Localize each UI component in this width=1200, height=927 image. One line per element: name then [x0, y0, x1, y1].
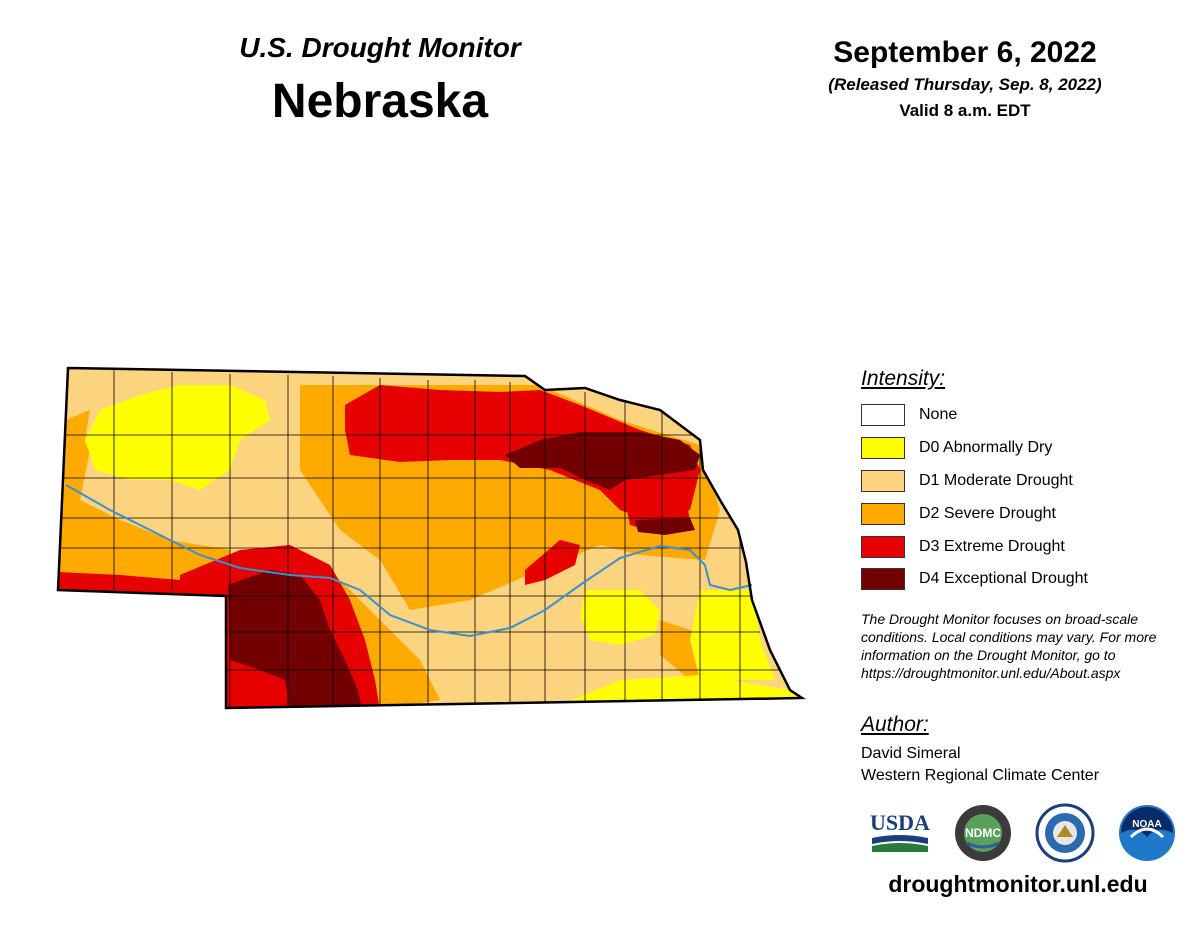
d3-area-panhandle-strip [58, 572, 226, 596]
d0-area-east-central [580, 590, 660, 645]
county-lines [60, 370, 790, 708]
nebraska-border [56, 366, 807, 710]
legend-label: D3 Extreme Drought [919, 538, 1065, 555]
release-date: (Released Thursday, Sep. 8, 2022) [828, 75, 1102, 94]
d4-area-southwest [228, 570, 362, 708]
d0-area-east-border [690, 590, 775, 680]
legend-title: Intensity: [861, 367, 946, 390]
map-title: Nebraska [271, 75, 489, 128]
legend-item-d2: D2 Severe Drought [861, 501, 1056, 527]
nebraska-drought-map [56, 366, 807, 710]
usda-logo: USDA [870, 810, 930, 852]
d3-area-central [525, 540, 580, 585]
legend-item-d1: D1 Moderate Drought [861, 468, 1073, 494]
legend-label: D4 Exceptional Drought [919, 570, 1088, 587]
d4-area-northeast-spot [635, 518, 695, 535]
legend-item-d3: D3 Extreme Drought [861, 534, 1065, 560]
d4-area-north [505, 432, 700, 490]
legend-swatch-none [861, 404, 905, 426]
legend-label: D1 Moderate Drought [919, 472, 1073, 489]
platte-river [65, 484, 753, 638]
ndmc-logo: NDMC [955, 805, 1011, 861]
d2-area-panhandle-west [58, 420, 230, 596]
author-name: David Simeral [861, 745, 961, 762]
county-line [60, 434, 790, 671]
legend-item-d0: D0 Abnormally Dry [861, 435, 1052, 461]
legend-item-d4: D4 Exceptional Drought [861, 566, 1088, 592]
usda-logo-text: USDA [870, 810, 930, 835]
d2-area-panhandle-north [66, 410, 90, 480]
legend-swatch-d1 [861, 470, 905, 492]
website-url[interactable]: droughtmonitor.unl.edu [888, 871, 1148, 897]
commerce-seal-logo [1035, 803, 1095, 863]
legend-item-none: None [861, 402, 957, 428]
legend-label: None [919, 406, 958, 423]
map-subtitle: U.S. Drought Monitor [239, 32, 521, 63]
legend-swatch-d3 [861, 536, 905, 558]
legend-label: D0 Abnormally Dry [919, 439, 1053, 456]
author-org: Western Regional Climate Center [861, 767, 1100, 784]
map-date: September 6, 2022 [833, 36, 1097, 69]
author-title: Author: [861, 713, 929, 736]
legend-swatch-d2 [861, 503, 905, 525]
legend-label: D2 Severe Drought [919, 505, 1056, 522]
valid-time: Valid 8 a.m. EDT [899, 101, 1031, 120]
ndmc-logo-text: NDMC [965, 826, 1001, 840]
legend-swatch-d4 [861, 568, 905, 590]
noaa-logo: NOAA [1119, 805, 1175, 861]
noaa-logo-text: NOAA [1132, 819, 1161, 830]
d0-area-panhandle [85, 385, 270, 490]
county-line [113, 370, 741, 708]
legend-swatch-d0 [861, 437, 905, 459]
disclaimer-note: The Drought Monitor focuses on broad-sca… [861, 611, 1157, 681]
drought-areas [58, 368, 802, 708]
